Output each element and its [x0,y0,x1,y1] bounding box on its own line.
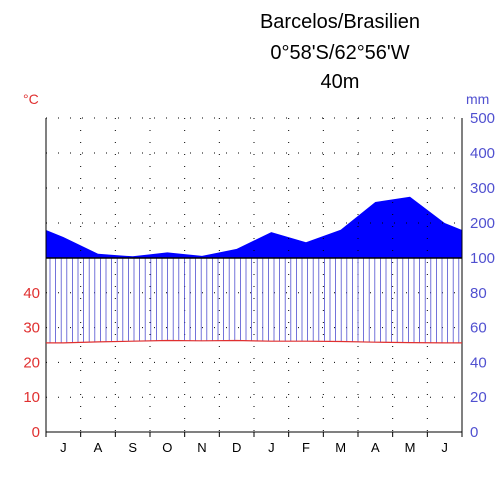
month-label: A [371,440,380,455]
month-label: N [197,440,206,455]
precipitation-fill-layer [46,196,462,258]
right-tick-label: 400 [470,145,495,162]
right-tick-label: 80 [470,285,487,302]
right-tick-label: 60 [470,320,487,337]
left-tick-label: 40 [23,285,40,302]
left-tick-label: 30 [23,320,40,337]
month-label: S [128,440,137,455]
month-label: J [441,440,448,455]
right-tick-label: 100 [470,250,495,267]
left-tick-label: 0 [32,424,40,441]
month-label: D [232,440,241,455]
left-axis-unit: °C [23,91,39,107]
temperature-curve [46,339,462,344]
grid-layer [46,117,462,432]
month-label: J [268,440,275,455]
month-label: M [405,440,416,455]
month-label: F [302,440,310,455]
right-tick-label: 200 [470,215,495,232]
axes-layer [45,118,463,437]
left-tick-label: 10 [23,389,40,406]
temperature-layer [46,339,462,344]
right-tick-label: 500 [470,110,495,127]
month-label: A [94,440,103,455]
month-label: M [335,440,346,455]
right-tick-label: 40 [470,354,487,371]
right-tick-label: 0 [470,424,478,441]
left-tick-label: 20 [23,354,40,371]
precipitation-bars-layer [49,258,460,343]
right-axis-unit: mm [466,91,489,107]
right-tick-label: 20 [470,389,487,406]
perhumid-area [46,196,462,258]
chart-subtitle-coordinates: 0°58'S/62°56'W [270,42,409,64]
month-label: O [162,440,172,455]
chart-subtitle-elevation: 40m [321,71,360,93]
right-tick-label: 300 [470,180,495,197]
chart-title-station: Barcelos/Brasilien [260,11,420,33]
month-label: J [60,440,67,455]
